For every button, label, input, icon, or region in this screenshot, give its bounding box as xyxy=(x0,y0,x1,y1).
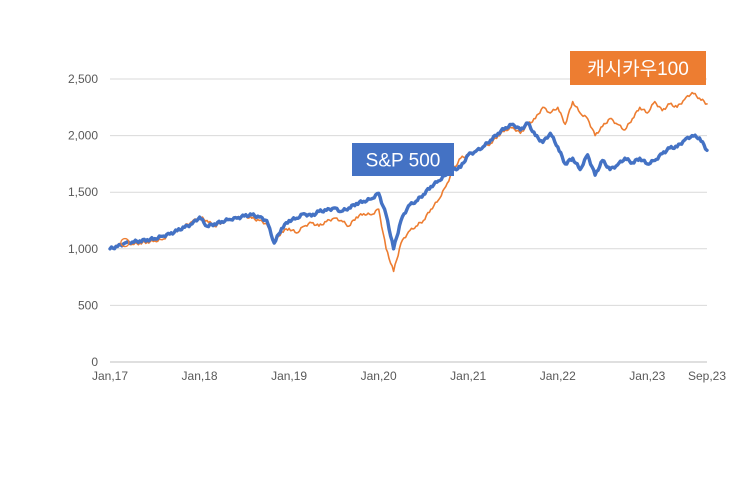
start-marker xyxy=(120,237,130,248)
y-tick-label: 2,000 xyxy=(68,129,98,143)
callout-cashcow100-box xyxy=(570,51,706,85)
x-tick-label: Jan,19 xyxy=(271,369,307,383)
callout-sp500-label: S&P 500 xyxy=(366,151,441,172)
y-tick-label: 1,000 xyxy=(68,242,98,256)
x-tick-label: Jan,22 xyxy=(540,369,576,383)
series-line-sp500 xyxy=(108,121,709,251)
y-tick-label: 1,500 xyxy=(68,185,98,199)
y-tick-label: 0 xyxy=(91,355,98,369)
callout-cashcow100-label: 캐시카우100 xyxy=(587,58,689,80)
x-tick-label: Jan,18 xyxy=(182,369,218,383)
x-tick-label: Jan,17 xyxy=(92,369,128,383)
y-tick-label: 500 xyxy=(78,298,98,312)
x-tick-label: Jan,21 xyxy=(450,369,486,383)
callout-sp500-box xyxy=(352,143,454,176)
x-tick-label: Jan,23 xyxy=(629,369,665,383)
x-tick-label: Jan,20 xyxy=(361,369,397,383)
series-line-cashcow100 xyxy=(109,91,708,273)
y-tick-label: 2,500 xyxy=(68,72,98,86)
x-tick-label: Sep,23 xyxy=(688,369,726,383)
